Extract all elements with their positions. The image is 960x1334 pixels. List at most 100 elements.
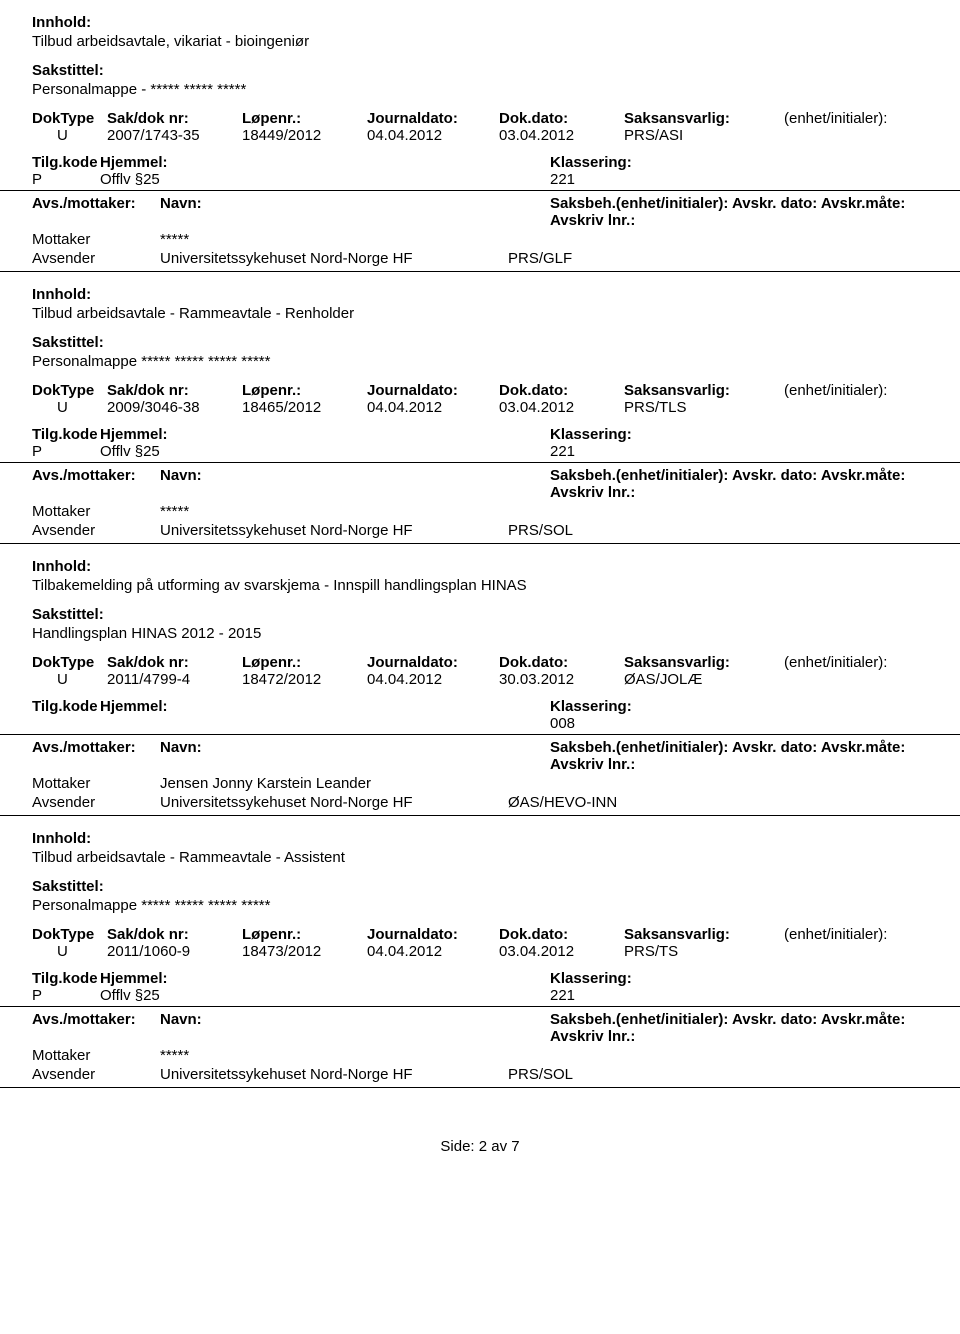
sakstittel-label: Sakstittel: bbox=[32, 878, 960, 895]
col-ddato-h: Dok.dato: bbox=[499, 382, 624, 399]
col-lopenr-h: Løpenr.: bbox=[242, 382, 367, 399]
col-jdato-v: 04.04.2012 bbox=[367, 671, 499, 688]
col-jdato-v: 04.04.2012 bbox=[367, 399, 499, 416]
col-saksansv-v: PRS/TLS bbox=[624, 399, 784, 416]
col-saknr-h: Sak/dok nr: bbox=[107, 110, 242, 127]
col-saksansv-h: Saksansvarlig: bbox=[624, 382, 784, 399]
mottaker-navn: ***** bbox=[160, 503, 960, 520]
col-lopenr-h: Løpenr.: bbox=[242, 926, 367, 943]
col-saksansv-v: PRS/TS bbox=[624, 943, 784, 960]
col-jdato-h: Journaldato: bbox=[367, 110, 499, 127]
col-saknr-v: 2007/1743-35 bbox=[107, 127, 242, 144]
avsender-row: Avsender Universitetssykehuset Nord-Norg… bbox=[32, 250, 960, 267]
avsender-row: Avsender Universitetssykehuset Nord-Norg… bbox=[32, 1066, 960, 1083]
journal-entry: Innhold: Tilbud arbeidsavtale, vikariat … bbox=[0, 0, 960, 272]
mottaker-navn: ***** bbox=[160, 231, 960, 248]
avsender-navn: Universitetssykehuset Nord-Norge HF bbox=[160, 522, 508, 539]
mottaker-label: Mottaker bbox=[32, 503, 160, 520]
innhold-value: Tilbakemelding på utforming av svarskjem… bbox=[32, 577, 960, 594]
col-ddato-v: 03.04.2012 bbox=[499, 943, 624, 960]
sakstittel-label: Sakstittel: bbox=[32, 62, 960, 79]
col-jdato-v: 04.04.2012 bbox=[367, 943, 499, 960]
tilgkode-value bbox=[32, 715, 100, 732]
avsender-enhet: ØAS/HEVO-INN bbox=[508, 794, 960, 811]
col-doktype-v: U bbox=[57, 671, 107, 688]
innhold-label: Innhold: bbox=[32, 14, 960, 31]
klassering-value: 221 bbox=[550, 171, 575, 188]
avsender-navn: Universitetssykehuset Nord-Norge HF bbox=[160, 250, 508, 267]
col-doktype-h: DokType bbox=[32, 110, 107, 127]
avsender-label: Avsender bbox=[32, 1066, 160, 1083]
col-doktype-v: U bbox=[57, 943, 107, 960]
navn-label: Navn: bbox=[160, 739, 550, 773]
sakstittel-label: Sakstittel: bbox=[32, 334, 960, 351]
col-jdato-h: Journaldato: bbox=[367, 654, 499, 671]
innhold-value: Tilbud arbeidsavtale, vikariat - bioinge… bbox=[32, 33, 960, 50]
col-enhet-h: (enhet/initialer): bbox=[784, 382, 960, 399]
innhold-label: Innhold: bbox=[32, 830, 960, 847]
header-row: DokType Sak/dok nr: Løpenr.: Journaldato… bbox=[32, 110, 960, 127]
avsmott-label: Avs./mottaker: bbox=[32, 1011, 160, 1045]
navn-label: Navn: bbox=[160, 1011, 550, 1045]
value-row: U 2011/4799-4 18472/2012 04.04.2012 30.0… bbox=[57, 671, 960, 688]
hjemmel-block: Tilg.kode Hjemmel: Klassering: 008 bbox=[32, 698, 960, 732]
journal-entry: Innhold: Tilbakemelding på utforming av … bbox=[0, 544, 960, 816]
mottaker-row: Mottaker ***** bbox=[32, 231, 960, 248]
col-enhet-h: (enhet/initialer): bbox=[784, 926, 960, 943]
col-saksansv-v: PRS/ASI bbox=[624, 127, 784, 144]
hjemmel-block: Tilg.kode Hjemmel: Klassering: P Offlv §… bbox=[32, 426, 960, 460]
col-saksansv-h: Saksansvarlig: bbox=[624, 926, 784, 943]
mottaker-row: Mottaker ***** bbox=[32, 503, 960, 520]
col-doktype-v: U bbox=[57, 399, 107, 416]
hjemmel-label: Hjemmel: bbox=[100, 426, 550, 443]
innhold-value: Tilbud arbeidsavtale - Rammeavtale - Ren… bbox=[32, 305, 960, 322]
hjemmel-label: Hjemmel: bbox=[100, 154, 550, 171]
journal-page: Innhold: Tilbud arbeidsavtale, vikariat … bbox=[0, 0, 960, 1195]
mottaker-label: Mottaker bbox=[32, 231, 160, 248]
avsmott-header: Avs./mottaker: Navn: Saksbeh.(enhet/init… bbox=[32, 739, 960, 773]
inner-section: DokType Sak/dok nr: Løpenr.: Journaldato… bbox=[0, 382, 960, 463]
tilgkode-label: Tilg.kode bbox=[32, 698, 100, 715]
klassering-value: 008 bbox=[550, 715, 575, 732]
col-saknr-v: 2011/4799-4 bbox=[107, 671, 242, 688]
col-lopenr-h: Løpenr.: bbox=[242, 654, 367, 671]
mottaker-row: Mottaker Jensen Jonny Karstein Leander bbox=[32, 775, 960, 792]
inner-section: DokType Sak/dok nr: Løpenr.: Journaldato… bbox=[0, 926, 960, 1007]
col-lopenr-v: 18472/2012 bbox=[242, 671, 367, 688]
klassering-label: Klassering: bbox=[550, 154, 632, 171]
col-enhet-h: (enhet/initialer): bbox=[784, 654, 960, 671]
klassering-label: Klassering: bbox=[550, 698, 632, 715]
avsender-label: Avsender bbox=[32, 250, 160, 267]
hjemmel-value: Offlv §25 bbox=[100, 171, 550, 188]
sakstittel-value: Personalmappe ***** ***** ***** ***** bbox=[32, 897, 960, 914]
col-saknr-h: Sak/dok nr: bbox=[107, 382, 242, 399]
col-enhet-h: (enhet/initialer): bbox=[784, 110, 960, 127]
hjemmel-value: Offlv §25 bbox=[100, 987, 550, 1004]
avsender-enhet: PRS/GLF bbox=[508, 250, 960, 267]
avsender-navn: Universitetssykehuset Nord-Norge HF bbox=[160, 794, 508, 811]
tilgkode-value: P bbox=[32, 443, 100, 460]
sakstittel-value: Personalmappe - ***** ***** ***** bbox=[32, 81, 960, 98]
header-row: DokType Sak/dok nr: Løpenr.: Journaldato… bbox=[32, 382, 960, 399]
avsender-label: Avsender bbox=[32, 794, 160, 811]
avsmott-header: Avs./mottaker: Navn: Saksbeh.(enhet/init… bbox=[32, 1011, 960, 1045]
innhold-label: Innhold: bbox=[32, 558, 960, 575]
avsender-navn: Universitetssykehuset Nord-Norge HF bbox=[160, 1066, 508, 1083]
saksbeh-labels: Saksbeh.(enhet/initialer): Avskr. dato: … bbox=[550, 739, 960, 773]
col-saksansv-h: Saksansvarlig: bbox=[624, 110, 784, 127]
header-row: DokType Sak/dok nr: Løpenr.: Journaldato… bbox=[32, 926, 960, 943]
tilgkode-label: Tilg.kode bbox=[32, 154, 100, 171]
col-jdato-v: 04.04.2012 bbox=[367, 127, 499, 144]
tilgkode-label: Tilg.kode bbox=[32, 970, 100, 987]
avsender-label: Avsender bbox=[32, 522, 160, 539]
hjemmel-label: Hjemmel: bbox=[100, 698, 550, 715]
col-lopenr-v: 18465/2012 bbox=[242, 399, 367, 416]
mottaker-navn: ***** bbox=[160, 1047, 960, 1064]
sakstittel-label: Sakstittel: bbox=[32, 606, 960, 623]
innhold-label: Innhold: bbox=[32, 286, 960, 303]
value-row: U 2009/3046-38 18465/2012 04.04.2012 03.… bbox=[57, 399, 960, 416]
col-saknr-v: 2009/3046-38 bbox=[107, 399, 242, 416]
avsmott-header: Avs./mottaker: Navn: Saksbeh.(enhet/init… bbox=[32, 467, 960, 501]
navn-label: Navn: bbox=[160, 195, 550, 229]
mottaker-label: Mottaker bbox=[32, 775, 160, 792]
